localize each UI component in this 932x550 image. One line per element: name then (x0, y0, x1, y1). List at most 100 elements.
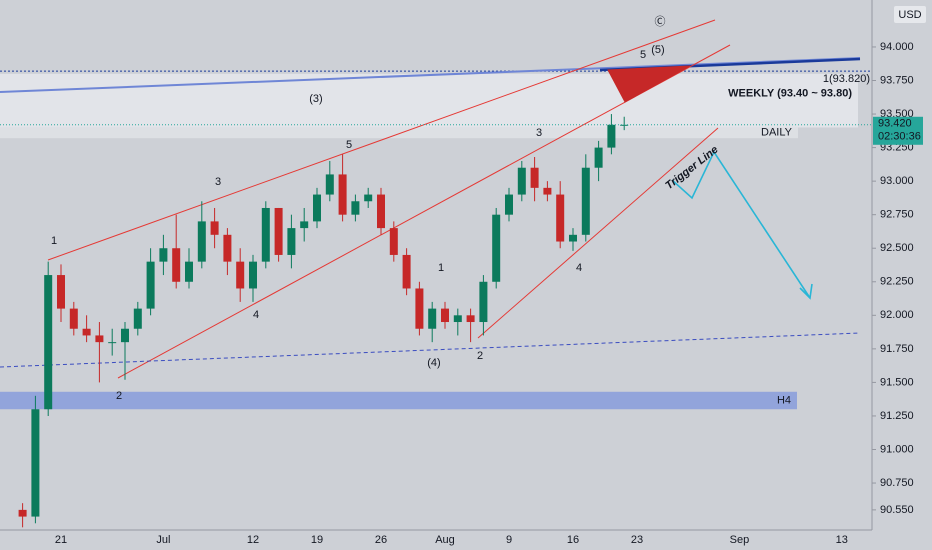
candle-body (185, 261, 193, 282)
x-tick-label: Jul (156, 534, 170, 546)
wave-label: (4) (427, 357, 440, 369)
level-label: 1(93.820) (823, 73, 870, 85)
y-tick-label: 91.000 (880, 443, 914, 455)
wave-label: 1 (51, 235, 57, 247)
candle-body (108, 342, 117, 344)
candle-body (261, 207, 270, 262)
candle-body (338, 174, 347, 215)
candle-body (377, 194, 385, 229)
wave-label: 2 (116, 390, 122, 402)
candle-body (210, 221, 219, 235)
candle-body (236, 261, 245, 289)
y-tick-label: 92.000 (880, 309, 914, 321)
last-price-box (873, 116, 923, 145)
candle-body (82, 328, 91, 336)
candle-body (505, 194, 513, 215)
currency: USD (898, 9, 921, 21)
blue-line (0, 57, 861, 93)
candle-body (594, 147, 603, 168)
wave-label: 4 (576, 262, 582, 274)
x-tick-label: 23 (631, 534, 643, 546)
projection-path (671, 150, 811, 299)
x-tick-label: 12 (247, 534, 259, 546)
candle-body (581, 167, 590, 235)
zone-label: DAILY (761, 127, 793, 139)
y-tick-label: 91.250 (880, 410, 914, 422)
y-tick-label: 93.750 (880, 74, 914, 86)
candle-body (351, 201, 360, 215)
x-tick-label: 16 (567, 534, 579, 546)
wave-label: 4 (253, 309, 259, 321)
x-tick-label: 21 (55, 534, 67, 546)
candle-body (402, 254, 411, 289)
candle-body (313, 194, 321, 222)
candle-body (479, 281, 488, 323)
wave-label: 5 (346, 139, 352, 151)
zone (0, 391, 797, 410)
wave-label: Ⓒ (655, 15, 666, 28)
candle-body (57, 275, 65, 309)
y-tick-label: 91.500 (880, 376, 914, 388)
y-tick-label: 94.000 (880, 41, 914, 53)
x-tick-label: 19 (311, 534, 323, 546)
zone-label: WEEKLY (93.40 ~ 93.80) (728, 88, 852, 100)
candle-body (492, 214, 501, 282)
candle-body (415, 288, 424, 329)
wave-label: (3) (309, 93, 322, 105)
candle-body (274, 207, 283, 255)
wave-label: 3 (536, 127, 542, 139)
y-tick-label: 90.550 (880, 504, 914, 516)
candle-body (18, 509, 27, 517)
x-tick-label: 26 (375, 534, 387, 546)
candle-body (300, 221, 309, 229)
candle-body (441, 308, 449, 323)
candle-body (364, 194, 373, 202)
y-tick-label: 93.000 (880, 175, 914, 187)
candle-body (607, 124, 616, 148)
candle-body (95, 335, 104, 343)
candle-body (31, 409, 40, 517)
candle-body (453, 315, 462, 323)
y-tick-label: 92.750 (880, 209, 914, 221)
channel-upper (47, 19, 716, 261)
candle-body (159, 248, 168, 262)
candle-body (249, 261, 257, 289)
candle-body (569, 234, 577, 242)
candle-body (197, 221, 206, 262)
candle-body (428, 308, 437, 329)
wave-label: 1 (438, 262, 444, 274)
y-tick-label: 92.250 (880, 276, 914, 288)
currency-box (894, 6, 926, 23)
candle-body (133, 308, 142, 329)
y-tick-label: 91.750 (880, 343, 914, 355)
target-triangle (607, 65, 691, 103)
x-tick-label: 9 (506, 534, 512, 546)
candle-body (223, 234, 232, 262)
zone (0, 73, 858, 128)
candle-body (44, 275, 53, 410)
countdown: 02:30:36 (878, 131, 921, 143)
candle-body (121, 328, 129, 343)
dashed-line (0, 332, 861, 368)
y-tick-label: 92.500 (880, 242, 914, 254)
last-price-label: 93.420 (878, 118, 912, 130)
zone-label: H4 (777, 394, 791, 406)
candle-body (543, 187, 552, 195)
x-tick-label: 13 (836, 534, 848, 546)
y-tick-label: 90.750 (880, 477, 914, 489)
zone (0, 127, 798, 139)
wave-label: 2 (477, 350, 483, 362)
zones: WEEKLY (93.40 ~ 93.80) DAILY H4 1(93.820) (0, 70, 872, 410)
x-tick-label: Sep (730, 534, 750, 546)
trend-lines (0, 19, 861, 379)
axes: 94.00093.75093.50093.25093.00092.75092.5… (0, 41, 923, 546)
wave-label: (5) (651, 44, 664, 56)
x-tick-label: Aug (435, 534, 455, 546)
candle-body (517, 167, 526, 195)
candle-body (69, 308, 78, 329)
candle-body (556, 194, 565, 242)
candles (18, 114, 629, 528)
candle-body (389, 228, 398, 255)
candle-body (287, 228, 296, 255)
